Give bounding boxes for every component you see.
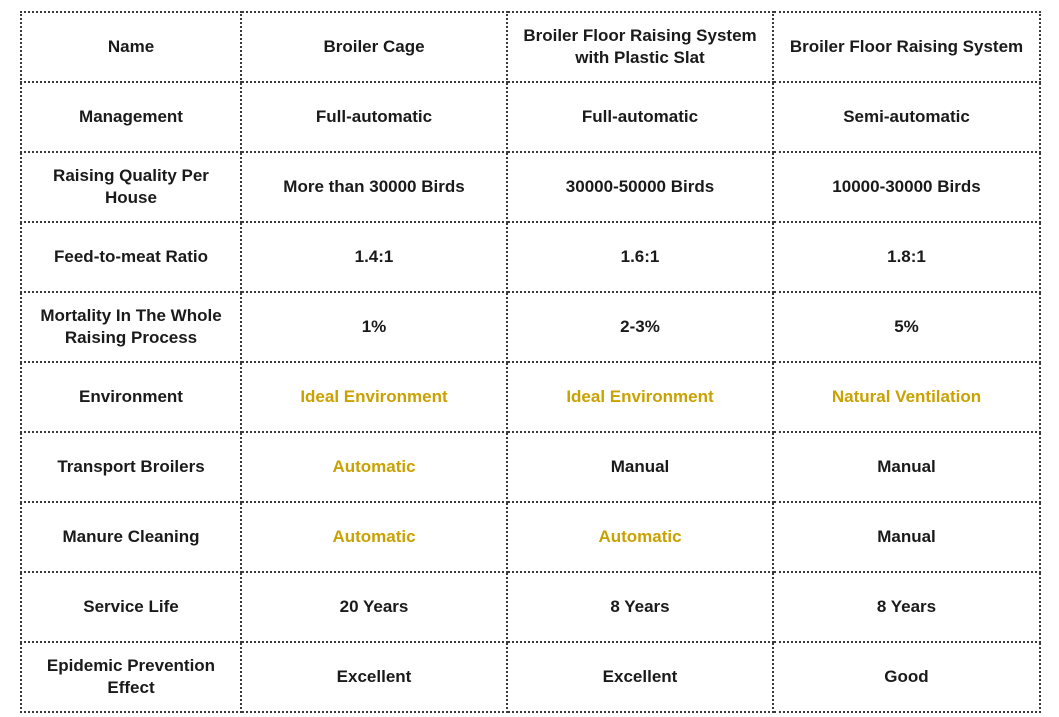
- header-cell-name: Name: [20, 11, 242, 83]
- row-label: Mortality In The Whole Raising Process: [20, 291, 242, 363]
- table-cell: Full-automatic: [240, 81, 508, 153]
- table-cell: More than 30000 Birds: [240, 151, 508, 223]
- table-cell: Excellent: [506, 641, 774, 713]
- table-cell: 1.6:1: [506, 221, 774, 293]
- table-cell: 10000-30000 Birds: [772, 151, 1041, 223]
- table-row: Transport Broilers Automatic Manual Manu…: [20, 431, 1041, 503]
- row-label: Feed-to-meat Ratio: [20, 221, 242, 293]
- table-cell-highlight: Ideal Environment: [240, 361, 508, 433]
- table-cell: 1%: [240, 291, 508, 363]
- table-row: Environment Ideal Environment Ideal Envi…: [20, 361, 1041, 433]
- table-cell: 8 Years: [506, 571, 774, 643]
- row-label: Manure Cleaning: [20, 501, 242, 573]
- table-cell: 2-3%: [506, 291, 774, 363]
- header-cell-broiler-cage: Broiler Cage: [240, 11, 508, 83]
- table-cell: 8 Years: [772, 571, 1041, 643]
- table-row: Raising Quality Per House More than 3000…: [20, 151, 1041, 223]
- table-cell-highlight: Automatic: [240, 431, 508, 503]
- table-cell: 5%: [772, 291, 1041, 363]
- table-cell: Manual: [506, 431, 774, 503]
- table-cell-highlight: Automatic: [506, 501, 774, 573]
- table-row: Mortality In The Whole Raising Process 1…: [20, 291, 1041, 363]
- table-cell: Excellent: [240, 641, 508, 713]
- table-cell: Manual: [772, 501, 1041, 573]
- table-cell: Good: [772, 641, 1041, 713]
- row-label: Transport Broilers: [20, 431, 242, 503]
- row-label: Epidemic Prevention Effect: [20, 641, 242, 713]
- table-cell-highlight: Ideal Environment: [506, 361, 774, 433]
- table-row: Service Life 20 Years 8 Years 8 Years: [20, 571, 1041, 643]
- comparison-table-container: Name Broiler Cage Broiler Floor Raising …: [20, 11, 1041, 713]
- table-cell: Semi-automatic: [772, 81, 1041, 153]
- table-cell: 30000-50000 Birds: [506, 151, 774, 223]
- table-header-row: Name Broiler Cage Broiler Floor Raising …: [20, 11, 1041, 83]
- row-label: Management: [20, 81, 242, 153]
- table-row: Feed-to-meat Ratio 1.4:1 1.6:1 1.8:1: [20, 221, 1041, 293]
- row-label: Environment: [20, 361, 242, 433]
- table-cell: 1.4:1: [240, 221, 508, 293]
- row-label: Service Life: [20, 571, 242, 643]
- table-cell-highlight: Natural Ventilation: [772, 361, 1041, 433]
- table-cell: Manual: [772, 431, 1041, 503]
- header-cell-floor-plastic-slat: Broiler Floor Raising System with Plasti…: [506, 11, 774, 83]
- broiler-comparison-table: Name Broiler Cage Broiler Floor Raising …: [20, 11, 1041, 713]
- table-row: Manure Cleaning Automatic Automatic Manu…: [20, 501, 1041, 573]
- table-row: Management Full-automatic Full-automatic…: [20, 81, 1041, 153]
- table-row: Epidemic Prevention Effect Excellent Exc…: [20, 641, 1041, 713]
- table-cell-highlight: Automatic: [240, 501, 508, 573]
- header-cell-floor-raising: Broiler Floor Raising System: [772, 11, 1041, 83]
- table-cell: 1.8:1: [772, 221, 1041, 293]
- row-label: Raising Quality Per House: [20, 151, 242, 223]
- table-cell: 20 Years: [240, 571, 508, 643]
- table-cell: Full-automatic: [506, 81, 774, 153]
